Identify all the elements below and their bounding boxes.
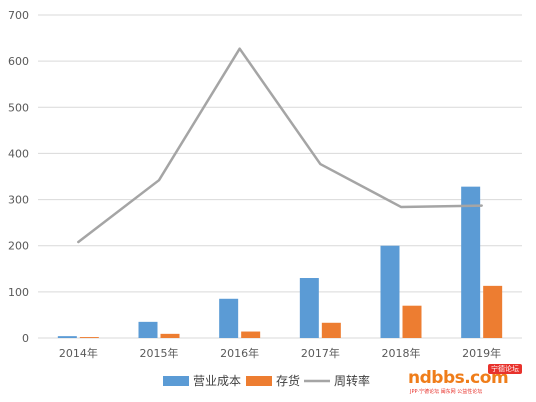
x-tick-label: 2019年	[462, 346, 501, 360]
bar-1-5	[483, 285, 503, 338]
watermark-logo: ndbbs.com 宁德论坛 JPP·宁德论坛 闽东网 公益性论坛	[408, 364, 524, 396]
gridlines	[38, 14, 522, 293]
line-point-3	[319, 163, 322, 166]
legend-swatch	[163, 376, 189, 386]
bars	[57, 186, 503, 338]
bar-1-3	[321, 322, 341, 338]
x-tick-label: 2014年	[59, 346, 98, 360]
watermark-subtext: JPP·宁德论坛 闽东网 公益性论坛	[410, 389, 483, 395]
bar-0-4	[380, 245, 400, 338]
y-tick-label: 200	[8, 240, 29, 253]
legend-label: 营业成本	[193, 374, 241, 388]
x-axis-ticks: 2014年 2015年 2016年 2017年 2018年 2019年	[59, 346, 501, 360]
y-tick-label: 400	[8, 147, 29, 160]
y-tick-label: 300	[8, 194, 29, 207]
lines	[77, 47, 483, 244]
y-tick-label: 600	[8, 55, 29, 68]
legend-label: 存货	[276, 373, 300, 388]
y-tick-label: 0	[22, 332, 29, 345]
bar-1-1	[160, 333, 180, 338]
bar-0-1	[138, 321, 158, 338]
x-tick-label: 2018年	[382, 346, 421, 360]
line-point-2	[238, 47, 241, 50]
y-tick-label: 100	[8, 286, 29, 299]
bar-0-5	[461, 186, 481, 338]
line-series	[77, 47, 483, 244]
line-point-1	[158, 179, 160, 182]
x-tick-label: 2017年	[301, 346, 340, 360]
watermark-badge: 宁德论坛	[488, 364, 522, 374]
bar-0-3	[299, 278, 319, 338]
bar-0-0	[57, 336, 77, 338]
line-point-0	[77, 241, 80, 244]
legend: 营业成本 存货 周转率	[163, 373, 370, 388]
bar-0-2	[219, 298, 239, 338]
y-tick-label: 700	[8, 9, 29, 22]
line-point-5	[480, 204, 483, 207]
legend-label: 周转率	[334, 373, 370, 388]
watermark-main-text: ndbbs.com	[408, 368, 509, 388]
legend-swatch	[246, 376, 272, 386]
line-point-4	[400, 205, 402, 208]
y-tick-label: 500	[8, 101, 29, 114]
x-tick-label: 2015年	[140, 346, 179, 360]
bar-1-2	[241, 331, 261, 338]
bar-1-0	[79, 337, 99, 338]
y-axis-ticks: 0 100 200 300 400 500 600 700	[8, 9, 29, 345]
bar-1-4	[402, 305, 422, 338]
x-tick-label: 2016年	[220, 346, 259, 360]
